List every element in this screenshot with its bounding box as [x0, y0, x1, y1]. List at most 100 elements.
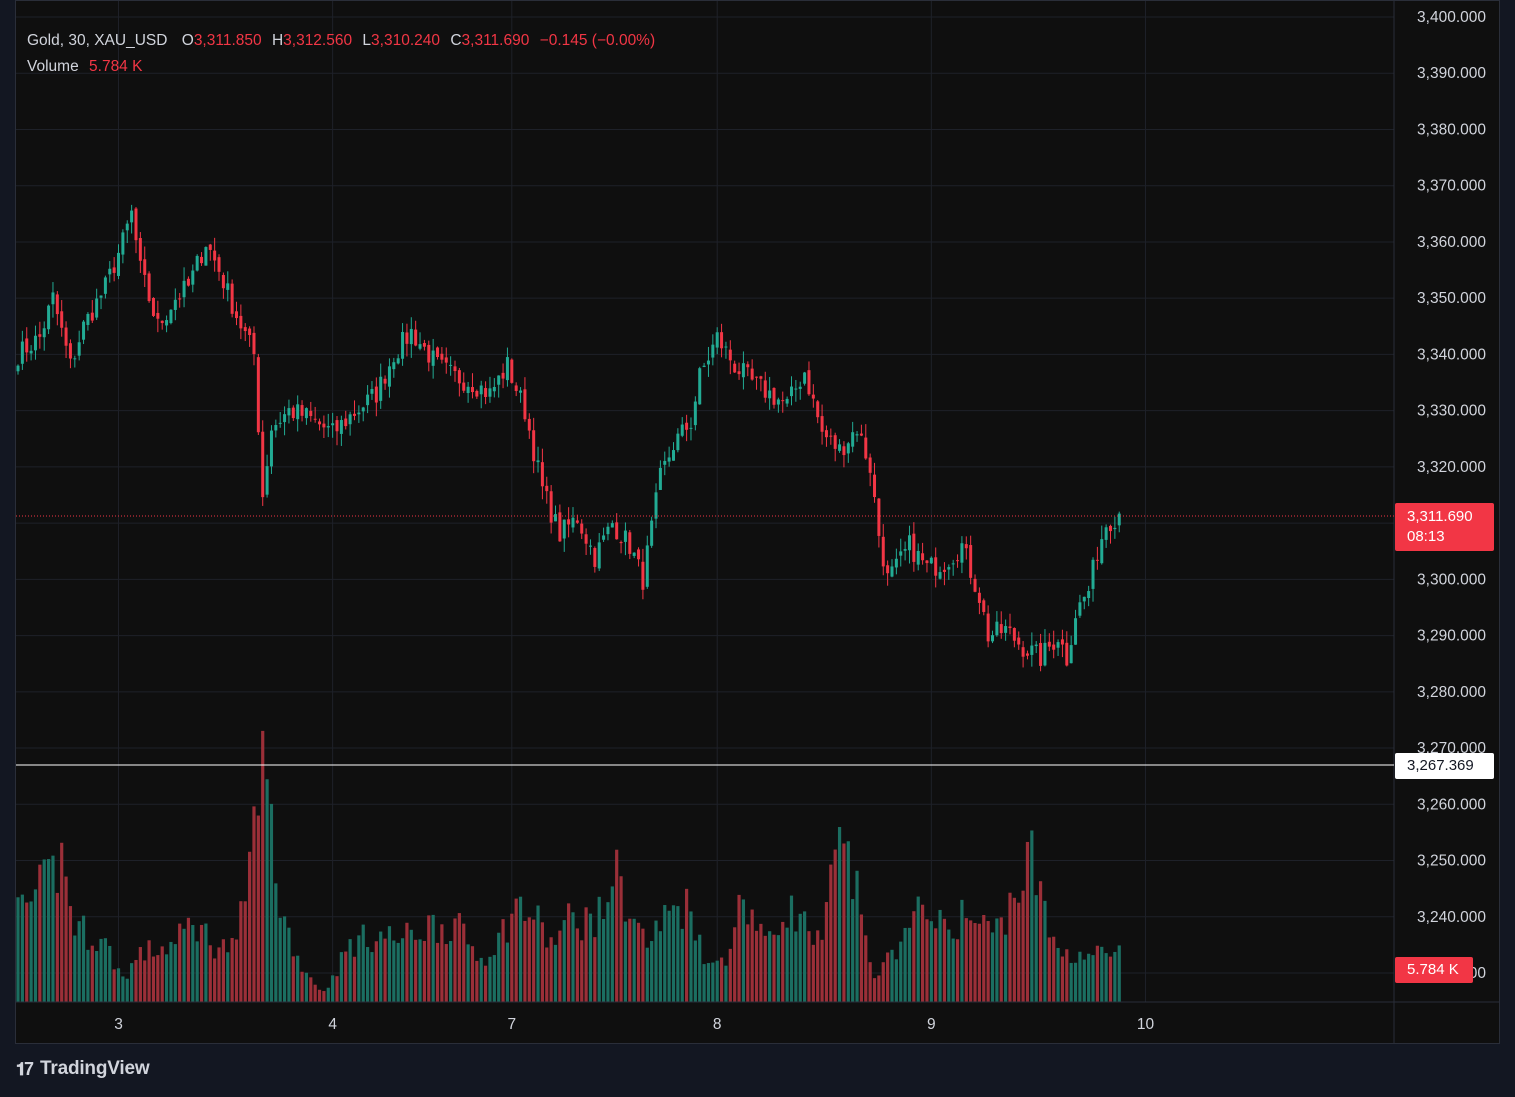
- time-axis: 3 4 7 8 9 10: [114, 1016, 1154, 1033]
- candle-body: [269, 430, 273, 467]
- candle-body: [789, 386, 793, 397]
- volume-bar: [899, 941, 903, 1002]
- candle-body: [540, 462, 544, 487]
- volume-bar: [890, 949, 894, 1002]
- volume-bar: [38, 864, 42, 1002]
- candle-body: [549, 491, 553, 523]
- candle-body: [235, 311, 238, 319]
- candle-body: [73, 358, 77, 360]
- volume-bar: [392, 940, 396, 1002]
- volume-bar: [567, 903, 571, 1002]
- candle-body: [466, 386, 470, 394]
- volume-bar: [942, 918, 947, 1002]
- volume-bar: [400, 938, 405, 1002]
- price-tick-label: 3,320.000: [1417, 459, 1486, 476]
- volume-bar: [208, 945, 212, 1002]
- volume-bar: [768, 931, 772, 1002]
- volume-bar: [514, 898, 518, 1002]
- candle-body: [973, 578, 977, 592]
- volume-bar: [344, 951, 348, 1002]
- candle-body: [449, 364, 453, 366]
- candle-body: [921, 553, 925, 561]
- volume-bar: [16, 897, 20, 1002]
- candle-body: [868, 457, 872, 473]
- volume-bar: [296, 955, 300, 1002]
- last-price-value: 3,311.690: [1407, 508, 1473, 525]
- volume-label[interactable]: Volume: [27, 58, 79, 75]
- candle-body: [938, 572, 942, 579]
- volume-bar: [68, 906, 73, 1002]
- volume-bar: [199, 924, 204, 1002]
- candle-body: [645, 545, 649, 587]
- candle-body: [313, 418, 317, 420]
- volume-bar: [763, 935, 767, 1002]
- volume-bar: [606, 902, 610, 1002]
- volume-bar: [711, 962, 715, 1002]
- candle-body: [536, 460, 540, 463]
- candle-body: [1117, 513, 1121, 526]
- volume-bar: [588, 913, 593, 1002]
- volume-bar: [221, 939, 225, 1002]
- brand[interactable]: 𝟏7 TradingView: [16, 1058, 150, 1080]
- volume-bar: [759, 923, 763, 1002]
- candle-body: [151, 297, 155, 316]
- candle-body: [143, 259, 147, 275]
- volume-bar: [361, 924, 365, 1002]
- volume-bar: [81, 915, 86, 1002]
- volume-bar: [851, 899, 855, 1002]
- volume-bar: [1065, 949, 1069, 1002]
- candle-body: [191, 270, 195, 285]
- volume-bar: [492, 955, 496, 1002]
- candle-body: [554, 514, 558, 522]
- candle-body: [689, 427, 693, 429]
- volume-bar: [488, 956, 492, 1002]
- volume-bar: [304, 972, 309, 1002]
- candle-body: [1052, 644, 1056, 650]
- volume-bar: [693, 940, 697, 1002]
- candle-body: [422, 343, 426, 347]
- candle-body: [42, 328, 46, 338]
- volume-bar: [545, 947, 549, 1002]
- candle-body: [964, 544, 968, 549]
- candle-body: [274, 425, 278, 431]
- symbol-label[interactable]: Gold, 30, XAU_USD: [27, 32, 168, 49]
- candle-body: [339, 420, 343, 434]
- candle-body: [768, 390, 772, 399]
- volume-bar: [322, 991, 326, 1002]
- candle-body: [816, 401, 820, 418]
- candle-body: [720, 332, 724, 349]
- volume-bar: [77, 921, 81, 1002]
- candle-body: [488, 388, 492, 397]
- volume-bar: [278, 917, 282, 1002]
- candle-body: [1025, 653, 1029, 656]
- volume-bar: [156, 955, 160, 1002]
- volume-bar: [798, 913, 802, 1002]
- volume-bar: [737, 894, 741, 1002]
- candle-body: [169, 309, 173, 324]
- candle-body: [912, 533, 916, 562]
- volume-bar: [73, 935, 77, 1002]
- volume-bar: [859, 914, 864, 1002]
- volume-bar: [680, 928, 684, 1002]
- volume-bar: [728, 948, 732, 1002]
- candle-body: [33, 335, 37, 351]
- volume-bar: [151, 956, 156, 1002]
- volume-bar: [920, 904, 925, 1002]
- candle-body: [453, 366, 457, 372]
- candle-body: [200, 256, 204, 264]
- candle-body: [654, 492, 658, 519]
- volume-bar: [226, 952, 230, 1002]
- volume-bar: [213, 958, 217, 1002]
- volume-bar: [1069, 962, 1073, 1002]
- candle-body: [1047, 641, 1051, 647]
- volume-bar: [449, 941, 453, 1002]
- candle-body: [737, 371, 741, 375]
- volume-bar: [470, 946, 475, 1002]
- candle-body: [1034, 644, 1038, 647]
- volume-bar: [112, 969, 116, 1002]
- volume-bar: [147, 940, 151, 1002]
- candle-body: [942, 569, 946, 572]
- candle-body: [584, 534, 588, 544]
- volume-bar: [25, 902, 29, 1002]
